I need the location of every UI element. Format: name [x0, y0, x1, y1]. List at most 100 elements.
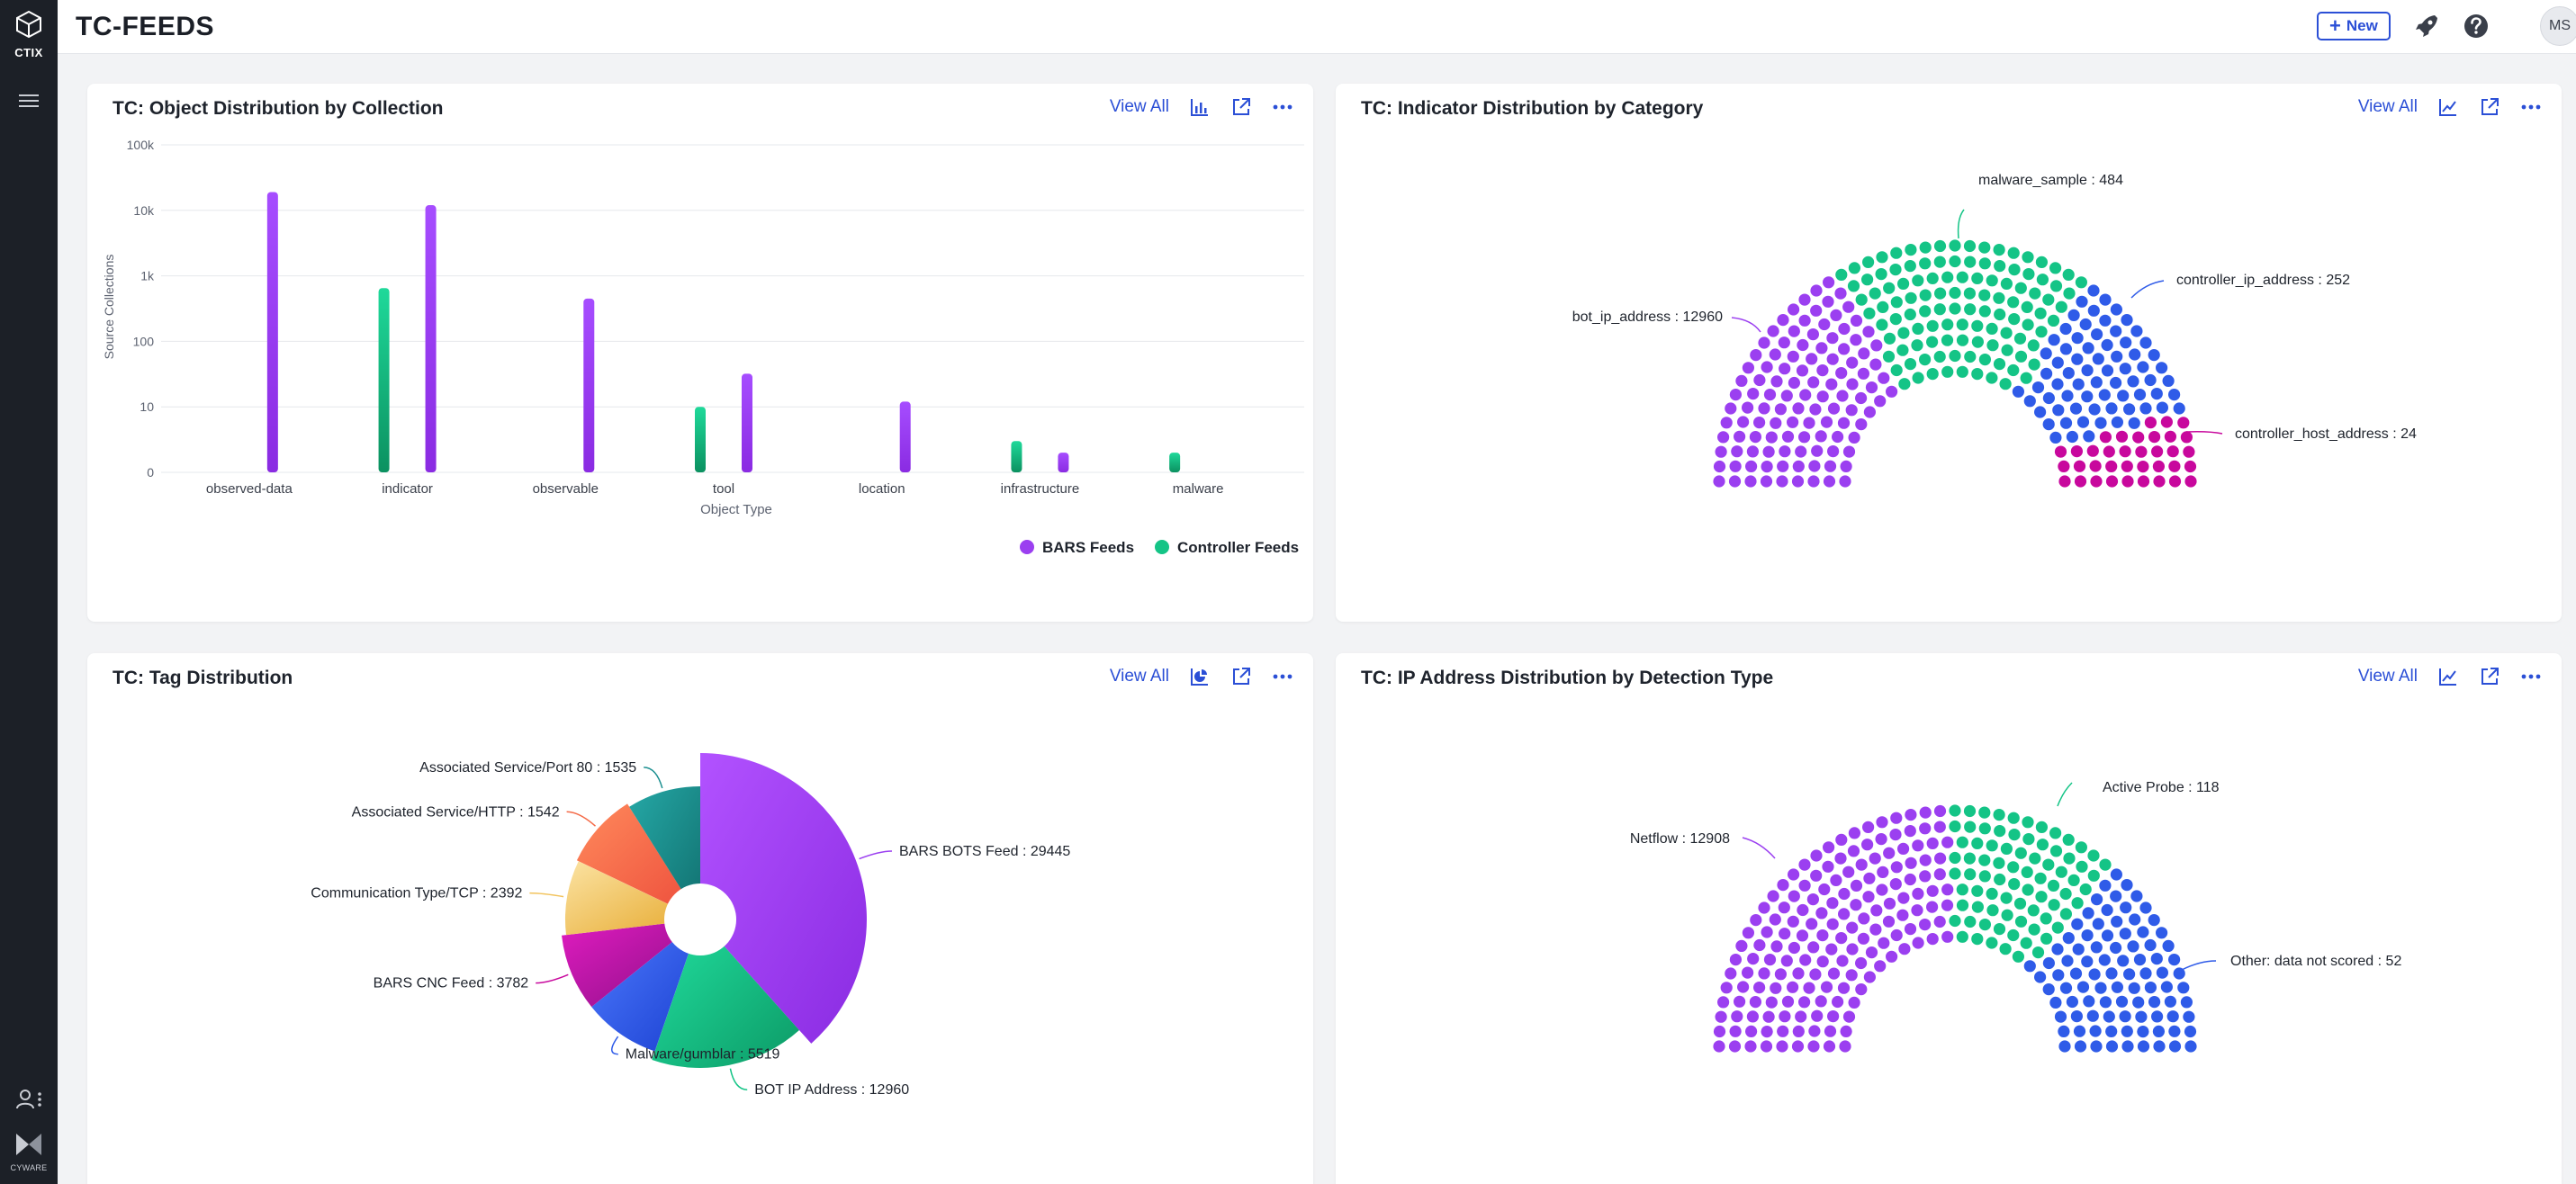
parliament-seat — [1826, 897, 1839, 910]
bar-bars-feeds[interactable] — [583, 298, 595, 472]
legend-item-controller-feeds[interactable]: Controller Feeds — [1155, 539, 1299, 556]
bar-bars-feeds[interactable] — [1058, 453, 1069, 472]
parliament-seat — [1792, 402, 1805, 415]
parliament-seat — [1978, 257, 1991, 270]
parliament-seat — [1876, 816, 1888, 829]
parliament-seat — [2164, 430, 2176, 443]
legend-label: BARS Feeds — [1042, 539, 1134, 556]
bar-bars-feeds[interactable] — [742, 373, 752, 472]
view-all-link[interactable]: View All — [1109, 667, 1169, 686]
parliament-seat — [1788, 941, 1800, 955]
parliament-seat — [1777, 879, 1789, 892]
parliament-seat — [1815, 907, 1828, 919]
pie-slice[interactable] — [652, 919, 799, 1068]
bar-controller-feeds[interactable] — [378, 288, 390, 472]
slice-label: bot_ip_address : 12960 — [1572, 309, 1723, 325]
parliament-seat — [1816, 390, 1829, 403]
open-external-icon[interactable] — [2479, 666, 2500, 687]
parliament-seat — [1878, 937, 1890, 949]
parliament-seat — [1816, 955, 1829, 968]
parliament-seat — [2051, 356, 2064, 369]
line-chart-icon[interactable] — [2437, 666, 2459, 687]
label-leader-line — [566, 811, 596, 827]
open-external-icon[interactable] — [1230, 666, 1252, 687]
pie-chart-icon[interactable] — [1189, 666, 1211, 687]
more-options-icon[interactable] — [2520, 666, 2542, 687]
parliament-seat — [1919, 354, 1932, 366]
view-all-link[interactable]: View All — [2357, 97, 2418, 116]
view-all-link[interactable]: View All — [1109, 97, 1169, 116]
parliament-seat — [2040, 912, 2052, 925]
parliament-seat — [2139, 901, 2152, 914]
line-chart-icon[interactable] — [2437, 96, 2459, 118]
user-menu-icon[interactable] — [14, 1087, 45, 1112]
parliament-seat — [1971, 884, 1984, 897]
parliament-seat — [1758, 336, 1770, 349]
bar-controller-feeds[interactable] — [1169, 453, 1181, 472]
hamburger-menu-icon[interactable] — [16, 90, 41, 112]
parliament-seat — [2071, 918, 2084, 930]
parliament-seat — [1803, 417, 1815, 429]
parliament-seat — [2156, 362, 2168, 374]
parliament-seat — [1949, 804, 1961, 817]
parliament-seat — [2152, 1025, 2165, 1037]
parliament-seat — [2130, 325, 2143, 337]
pie-slice[interactable] — [629, 786, 700, 919]
bar-controller-feeds[interactable] — [1011, 441, 1022, 472]
view-all-link[interactable]: View All — [2357, 667, 2418, 686]
parliament-seat — [2051, 943, 2064, 955]
legend: BARS Feeds Controller Feeds — [1020, 539, 1299, 556]
parliament-seat — [1787, 416, 1799, 428]
help-icon[interactable] — [2461, 11, 2491, 41]
parliament-seat — [1728, 1040, 1742, 1053]
new-button[interactable]: + New — [2317, 12, 2391, 40]
parliament-seat — [2117, 390, 2130, 402]
parliament-seat — [2034, 872, 2047, 884]
bar-chart-icon[interactable] — [1189, 96, 1211, 118]
bar-controller-feeds[interactable] — [695, 407, 706, 472]
open-external-icon[interactable] — [1230, 96, 1252, 118]
x-axis-label: Object Type — [700, 502, 772, 517]
pie-slice[interactable] — [562, 919, 700, 1008]
parliament-seat — [1993, 358, 2006, 371]
label-leader-line — [536, 973, 569, 984]
rocket-icon[interactable] — [2411, 11, 2442, 41]
parliament-seat — [1926, 336, 1939, 348]
parliament-seat — [1870, 339, 1883, 352]
pie-slice[interactable] — [700, 753, 867, 1044]
more-options-icon[interactable] — [1272, 96, 1293, 118]
parliament-seat — [1883, 847, 1896, 859]
more-options-icon[interactable] — [1272, 666, 1293, 687]
pie-slice[interactable] — [576, 803, 700, 919]
parliament-seat — [2034, 971, 2047, 983]
bar-bars-feeds[interactable] — [899, 401, 911, 472]
parliament-seat — [1941, 899, 1954, 911]
parliament-seat — [1749, 431, 1761, 444]
pie-slice[interactable] — [591, 919, 700, 1052]
parliament-seat — [1890, 812, 1903, 824]
open-external-icon[interactable] — [2479, 96, 2500, 118]
parliament-seat — [1883, 282, 1896, 294]
parliament-seat — [1826, 353, 1839, 365]
user-avatar[interactable]: MS — [2540, 6, 2576, 46]
parliament-seat — [1808, 1025, 1821, 1037]
parliament-seat — [2076, 860, 2088, 873]
parliament-seat — [2111, 981, 2123, 993]
parliament-seat — [1788, 868, 1800, 881]
parliament-seat — [1912, 372, 1924, 384]
parliament-seat — [2008, 264, 2021, 276]
bar-bars-feeds[interactable] — [266, 192, 278, 472]
bar-bars-feeds[interactable] — [425, 205, 437, 473]
parliament-seat — [1780, 955, 1793, 967]
parliament-seat — [1788, 376, 1800, 390]
parliament-seat — [1720, 982, 1733, 994]
parliament-seat — [1791, 1040, 1805, 1053]
parliament-seat — [1850, 334, 1862, 346]
legend-item-bars-feeds[interactable]: BARS Feeds — [1020, 539, 1134, 556]
more-options-icon[interactable] — [2520, 96, 2542, 118]
sidebar: CTIX CYWARE — [0, 0, 58, 1184]
app-logo[interactable]: CTIX — [0, 9, 58, 59]
parliament-seat — [2058, 1025, 2070, 1037]
parliament-seat — [2099, 879, 2112, 892]
parliament-seat — [2086, 1009, 2099, 1022]
